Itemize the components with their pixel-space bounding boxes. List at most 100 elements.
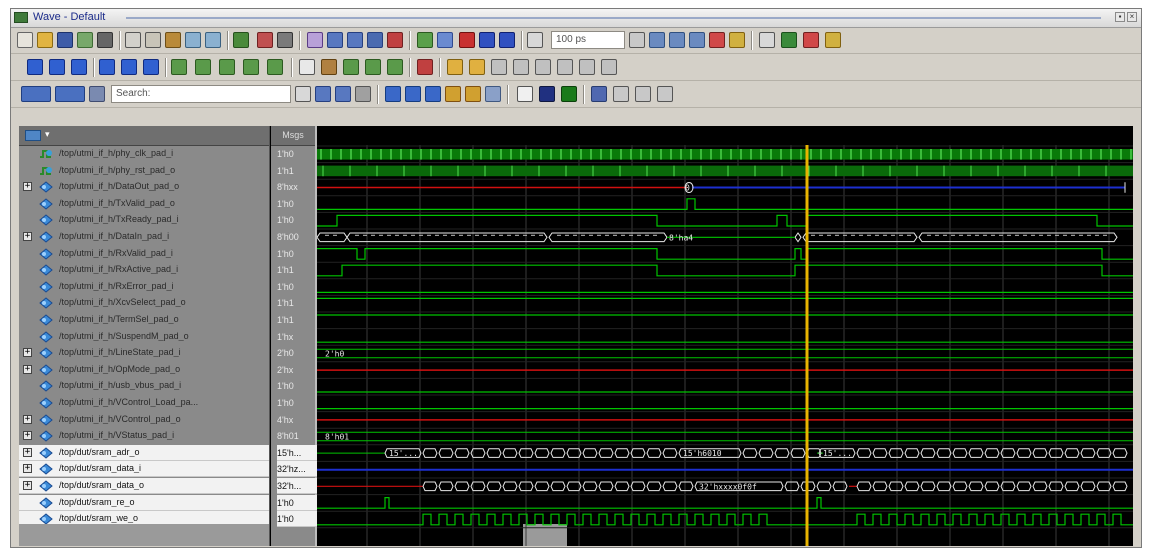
search-options-icon[interactable] bbox=[315, 86, 331, 102]
undo-icon[interactable] bbox=[185, 32, 201, 48]
wave-height-icon[interactable] bbox=[267, 59, 283, 75]
signal-row[interactable]: /top/utmi_if_h/TxReady_pad_i bbox=[19, 212, 269, 228]
chevron-down-icon[interactable]: ▾ bbox=[45, 129, 50, 139]
insert-cursor-icon[interactable] bbox=[365, 59, 381, 75]
back-arrow-icon[interactable] bbox=[479, 32, 495, 48]
expand-icon[interactable]: + bbox=[23, 347, 32, 358]
find-falling-edge-icon[interactable] bbox=[121, 59, 137, 75]
wave-radix-icon[interactable] bbox=[219, 59, 235, 75]
simulate-dropdown-icon[interactable] bbox=[437, 32, 453, 48]
search-prev-icon[interactable] bbox=[335, 86, 351, 102]
open-folder-icon[interactable] bbox=[37, 32, 53, 48]
zoom-range-icon[interactable] bbox=[465, 86, 481, 102]
signal-row[interactable]: /top/utmi_if_h/RxError_pad_i bbox=[19, 279, 269, 295]
trace-clear-icon[interactable] bbox=[579, 59, 595, 75]
signal-row[interactable]: /top/dut/sram_re_o bbox=[19, 494, 269, 511]
wave-pulse-icon[interactable] bbox=[657, 86, 673, 102]
expand-icon[interactable]: + bbox=[23, 413, 32, 424]
run-icon[interactable] bbox=[233, 32, 249, 48]
signal-row[interactable]: /top/utmi_if_h/SuspendM_pad_o bbox=[19, 329, 269, 345]
signal-row[interactable]: + /top/utmi_if_h/DataIn_pad_i bbox=[19, 229, 269, 245]
select-mode-icon[interactable] bbox=[299, 59, 315, 75]
run-length-icon[interactable] bbox=[527, 32, 543, 48]
expand-icon[interactable]: + bbox=[23, 463, 32, 474]
new-file-icon[interactable] bbox=[17, 32, 33, 48]
wave-style-icon[interactable] bbox=[195, 59, 211, 75]
signal-row[interactable]: + /top/utmi_if_h/DataOut_pad_o bbox=[19, 179, 269, 195]
restart-icon[interactable] bbox=[729, 32, 745, 48]
waveform-canvas[interactable]: 0 8'ha4 2'h0 8'h01 15'... 15'h6010 15'... 32'hx… bbox=[317, 145, 1133, 546]
wave-format-icon[interactable] bbox=[171, 59, 187, 75]
wave-color-icon[interactable] bbox=[243, 59, 259, 75]
wave-fill-icon[interactable] bbox=[561, 86, 577, 102]
search-input[interactable]: Search: bbox=[111, 85, 291, 103]
trace-input-icon[interactable] bbox=[469, 59, 485, 75]
measure-icon[interactable] bbox=[343, 59, 359, 75]
signal-row[interactable]: /top/utmi_if_h/TermSel_pad_o bbox=[19, 312, 269, 328]
forward-arrow-icon[interactable] bbox=[499, 32, 515, 48]
filter-icon[interactable] bbox=[89, 86, 105, 102]
continue-icon[interactable] bbox=[649, 32, 665, 48]
value-pane-scrollbar[interactable] bbox=[523, 524, 567, 546]
insert-signal-icon[interactable] bbox=[307, 32, 323, 48]
find-icon[interactable] bbox=[257, 32, 273, 48]
find-rising-edge-icon[interactable] bbox=[99, 59, 115, 75]
dataflow-icon[interactable] bbox=[447, 59, 463, 75]
signal-row[interactable]: + /top/utmi_if_h/VStatus_pad_i bbox=[19, 428, 269, 444]
find-any-edge-icon[interactable] bbox=[143, 59, 159, 75]
signal-pane-scrollbar[interactable] bbox=[19, 524, 269, 546]
signal-row[interactable]: /top/utmi_if_h/RxActive_pad_i bbox=[19, 262, 269, 278]
wave-collapse-icon[interactable] bbox=[539, 86, 555, 102]
trace-x-icon[interactable] bbox=[513, 59, 529, 75]
signal-dropdown-icon[interactable] bbox=[21, 86, 51, 102]
edge-up-icon[interactable] bbox=[27, 59, 43, 75]
zoom-full-icon[interactable] bbox=[425, 86, 441, 102]
value-column-header[interactable]: Msgs bbox=[271, 126, 315, 146]
expand-icon[interactable]: + bbox=[23, 231, 32, 241]
expand-icon[interactable]: + bbox=[23, 181, 32, 192]
source-dropdown-icon[interactable] bbox=[55, 86, 85, 102]
print-icon[interactable] bbox=[97, 32, 113, 48]
expand-icon[interactable]: + bbox=[23, 446, 32, 457]
delete-cursor-icon[interactable] bbox=[387, 59, 403, 75]
zoom-out-icon[interactable] bbox=[405, 86, 421, 102]
undock-button[interactable]: ▪ bbox=[1115, 12, 1125, 22]
zoom-in-icon[interactable] bbox=[385, 86, 401, 102]
save-icon[interactable] bbox=[57, 32, 73, 48]
run-length-input[interactable]: 100 ps bbox=[551, 31, 625, 49]
signal-row[interactable]: + /top/dut/sram_data_o bbox=[19, 478, 269, 494]
edge-prev-icon[interactable] bbox=[71, 59, 87, 75]
trace-options-icon[interactable] bbox=[601, 59, 617, 75]
combine-signals-icon[interactable] bbox=[367, 32, 383, 48]
wave-ungroup-icon[interactable] bbox=[613, 86, 629, 102]
lock-cursor-icon[interactable] bbox=[417, 59, 433, 75]
expand-icon[interactable]: + bbox=[23, 363, 32, 374]
run-icon[interactable] bbox=[629, 32, 645, 48]
signal-row[interactable]: /top/utmi_if_h/XcvSelect_pad_o bbox=[19, 295, 269, 311]
step-over-icon[interactable] bbox=[781, 32, 797, 48]
find-next-icon[interactable] bbox=[277, 32, 293, 48]
stop-icon[interactable] bbox=[709, 32, 725, 48]
signal-row[interactable]: + /top/dut/sram_data_i bbox=[19, 461, 269, 478]
signal-row[interactable]: /top/utmi_if_h/phy_rst_pad_o bbox=[19, 163, 269, 179]
signal-row[interactable]: /top/utmi_if_h/phy_clk_pad_i bbox=[19, 146, 269, 162]
delete-signal-icon[interactable] bbox=[387, 32, 403, 48]
paste-icon[interactable] bbox=[165, 32, 181, 48]
close-icon[interactable]: × bbox=[1127, 12, 1137, 22]
trace-output-icon[interactable] bbox=[491, 59, 507, 75]
add-divider-icon[interactable] bbox=[327, 32, 343, 48]
signal-row[interactable]: + /top/dut/sram_adr_o bbox=[19, 444, 269, 461]
up-arrow-icon[interactable] bbox=[459, 32, 475, 48]
reload-icon[interactable] bbox=[77, 32, 93, 48]
signal-row[interactable]: + /top/utmi_if_h/LineState_pad_i bbox=[19, 345, 269, 361]
compile-icon[interactable] bbox=[417, 32, 433, 48]
wave-expand-icon[interactable] bbox=[517, 86, 533, 102]
step-icon[interactable] bbox=[759, 32, 775, 48]
signal-row[interactable]: /top/utmi_if_h/usb_vbus_pad_i bbox=[19, 378, 269, 394]
redo-icon[interactable] bbox=[205, 32, 221, 48]
expand-icon[interactable]: + bbox=[23, 480, 32, 490]
search-next-icon[interactable] bbox=[355, 86, 371, 102]
signal-row[interactable]: + /top/utmi_if_h/OpMode_pad_o bbox=[19, 362, 269, 378]
search-dropdown-icon[interactable] bbox=[295, 86, 311, 102]
window-titlebar[interactable]: Wave - Default ▪ × bbox=[11, 9, 1141, 28]
